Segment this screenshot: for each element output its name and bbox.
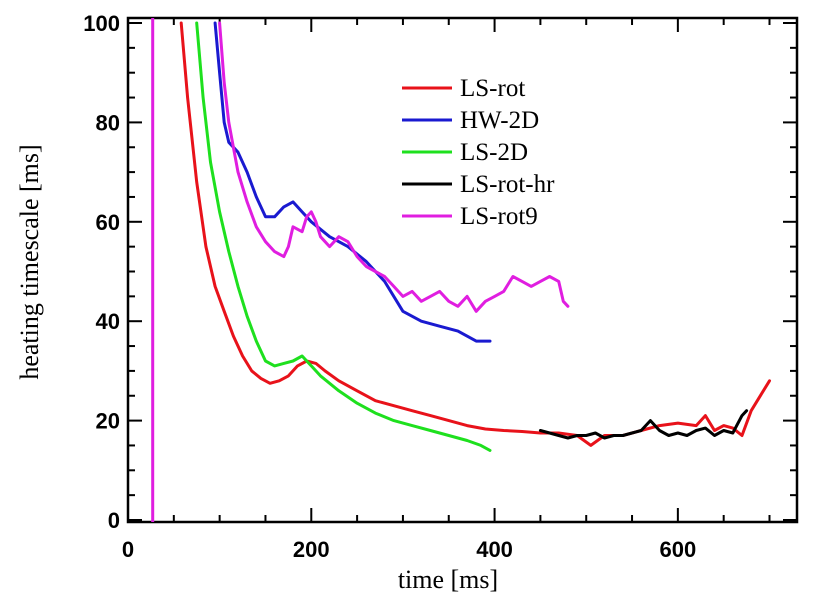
y-tick-label: 0 bbox=[108, 508, 120, 533]
axis-ticks bbox=[127, 18, 797, 522]
series-group bbox=[151, 18, 771, 522]
x-tick-label: 400 bbox=[476, 537, 513, 562]
x-tick-label: 200 bbox=[293, 537, 330, 562]
y-tick-label: 40 bbox=[96, 309, 120, 334]
y-tick-labels: 0 20 40 60 80 100 bbox=[83, 11, 120, 533]
legend-label-hw-2d: HW-2D bbox=[460, 107, 539, 134]
x-tick-label: 600 bbox=[660, 537, 697, 562]
x-tick-labels: 0 200 400 600 bbox=[122, 537, 696, 562]
legend-label-ls-rot: LS-rot bbox=[460, 75, 525, 102]
y-tick-label: 80 bbox=[96, 110, 120, 135]
legend-label-ls-rot9: LS-rot9 bbox=[460, 203, 538, 230]
series-line-ls-rot bbox=[179, 21, 771, 447]
y-tick-label: 20 bbox=[96, 409, 120, 434]
series-line-ls-rot9 bbox=[218, 21, 570, 313]
legend: LS-rot HW-2D LS-2D LS-rot-hr LS-rot9 bbox=[402, 75, 555, 230]
y-axis-title: heating timescale [ms] bbox=[15, 144, 44, 379]
legend-label-ls-rot-hr: LS-rot-hr bbox=[460, 171, 555, 198]
series-line-ls-rot-hr bbox=[538, 409, 749, 440]
y-tick-label: 100 bbox=[83, 11, 120, 36]
x-axis-title: time [ms] bbox=[398, 565, 498, 594]
y-tick-label: 60 bbox=[96, 210, 120, 235]
legend-label-ls-2d: LS-2D bbox=[460, 139, 528, 166]
series-line-ls-2d bbox=[195, 21, 492, 452]
x-tick-label: 0 bbox=[122, 537, 134, 562]
